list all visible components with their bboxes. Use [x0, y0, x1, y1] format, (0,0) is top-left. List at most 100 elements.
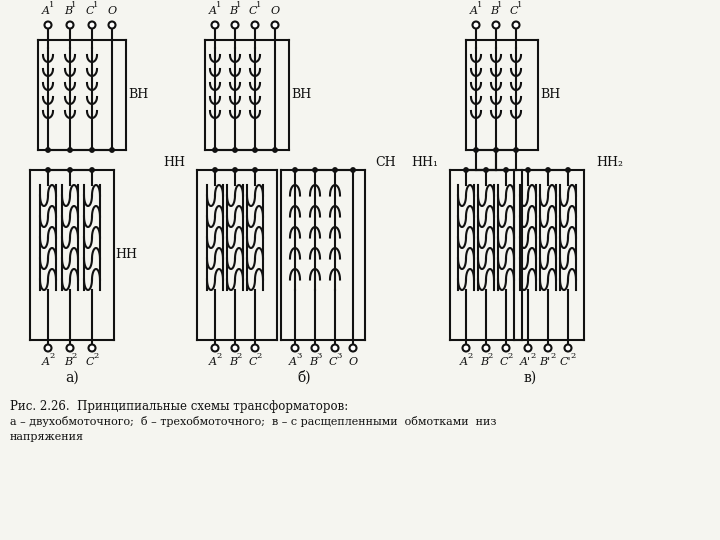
Text: 1: 1 [94, 1, 99, 9]
Text: 2: 2 [467, 352, 472, 360]
Text: а): а) [65, 371, 79, 385]
Text: A: A [209, 6, 217, 16]
Circle shape [109, 22, 115, 29]
Circle shape [46, 168, 50, 172]
Circle shape [273, 148, 277, 152]
Circle shape [312, 345, 318, 352]
Circle shape [46, 148, 50, 152]
Circle shape [213, 168, 217, 172]
Text: 2: 2 [508, 352, 513, 360]
Circle shape [546, 168, 550, 172]
Text: 2: 2 [256, 352, 261, 360]
Text: C: C [510, 6, 518, 16]
Text: СН: СН [375, 156, 395, 168]
Circle shape [45, 22, 52, 29]
Text: A: A [289, 357, 297, 367]
Circle shape [109, 148, 114, 152]
Circle shape [253, 168, 257, 172]
Circle shape [474, 148, 478, 152]
Circle shape [66, 22, 73, 29]
Text: O: O [348, 357, 358, 367]
Circle shape [472, 22, 480, 29]
Circle shape [464, 168, 468, 172]
Circle shape [333, 168, 337, 172]
Text: C: C [248, 357, 257, 367]
Circle shape [233, 148, 237, 152]
Circle shape [544, 345, 552, 352]
Circle shape [566, 168, 570, 172]
Text: 1: 1 [71, 1, 77, 9]
Text: C: C [86, 6, 94, 16]
Circle shape [494, 148, 498, 152]
Text: B: B [309, 357, 317, 367]
Circle shape [68, 148, 72, 152]
Text: 1: 1 [49, 1, 55, 9]
Circle shape [504, 168, 508, 172]
Text: A: A [209, 357, 217, 367]
Circle shape [503, 345, 510, 352]
Circle shape [212, 345, 218, 352]
Text: 1: 1 [477, 1, 482, 9]
Text: НН: НН [163, 156, 185, 168]
Text: 2: 2 [217, 352, 222, 360]
Circle shape [462, 345, 469, 352]
Circle shape [331, 345, 338, 352]
Circle shape [312, 168, 318, 172]
Text: A': A' [520, 357, 531, 367]
Text: C: C [329, 357, 337, 367]
Circle shape [524, 345, 531, 352]
Circle shape [351, 168, 355, 172]
Text: а – двухобмоточного;  б – трехобмоточного;  в – с расщепленными  обмотками  низ: а – двухобмоточного; б – трехобмоточного… [10, 416, 496, 427]
Circle shape [253, 148, 257, 152]
Circle shape [564, 345, 572, 352]
Text: 2: 2 [531, 352, 536, 360]
Text: 2: 2 [570, 352, 575, 360]
Text: C: C [500, 357, 508, 367]
Text: ВН: ВН [540, 89, 560, 102]
Text: B': B' [539, 357, 551, 367]
Circle shape [233, 168, 237, 172]
Text: ВН: ВН [128, 89, 148, 102]
Circle shape [482, 345, 490, 352]
Circle shape [526, 168, 530, 172]
Text: B: B [64, 6, 72, 16]
Circle shape [271, 22, 279, 29]
Text: B: B [229, 357, 237, 367]
Text: 3: 3 [336, 352, 342, 360]
Circle shape [45, 345, 52, 352]
Text: б): б) [297, 371, 311, 385]
Circle shape [514, 148, 518, 152]
Text: A: A [42, 6, 50, 16]
Circle shape [68, 168, 72, 172]
Circle shape [513, 22, 520, 29]
Text: 1: 1 [216, 1, 222, 9]
Text: 2: 2 [94, 352, 99, 360]
Text: 1: 1 [256, 1, 261, 9]
Circle shape [292, 345, 299, 352]
Text: B: B [490, 6, 498, 16]
Circle shape [213, 148, 217, 152]
Text: НН₁: НН₁ [411, 156, 438, 168]
Text: O: O [271, 6, 279, 16]
Text: A: A [460, 357, 468, 367]
Circle shape [492, 22, 500, 29]
Circle shape [232, 22, 238, 29]
Text: 3: 3 [316, 352, 322, 360]
Text: 1: 1 [517, 1, 523, 9]
Circle shape [251, 22, 258, 29]
Circle shape [89, 345, 96, 352]
Text: 2: 2 [50, 352, 55, 360]
Text: 1: 1 [498, 1, 503, 9]
Text: 2: 2 [487, 352, 492, 360]
Text: 1: 1 [236, 1, 242, 9]
Circle shape [484, 168, 488, 172]
Circle shape [349, 345, 356, 352]
Text: Рис. 2.26.  Принципиальные схемы трансформаторов:: Рис. 2.26. Принципиальные схемы трансфор… [10, 400, 348, 413]
Text: C: C [248, 6, 257, 16]
Circle shape [293, 168, 297, 172]
Circle shape [212, 22, 218, 29]
Text: B: B [64, 357, 72, 367]
Text: A: A [470, 6, 478, 16]
Text: B: B [480, 357, 488, 367]
Text: C: C [86, 357, 94, 367]
